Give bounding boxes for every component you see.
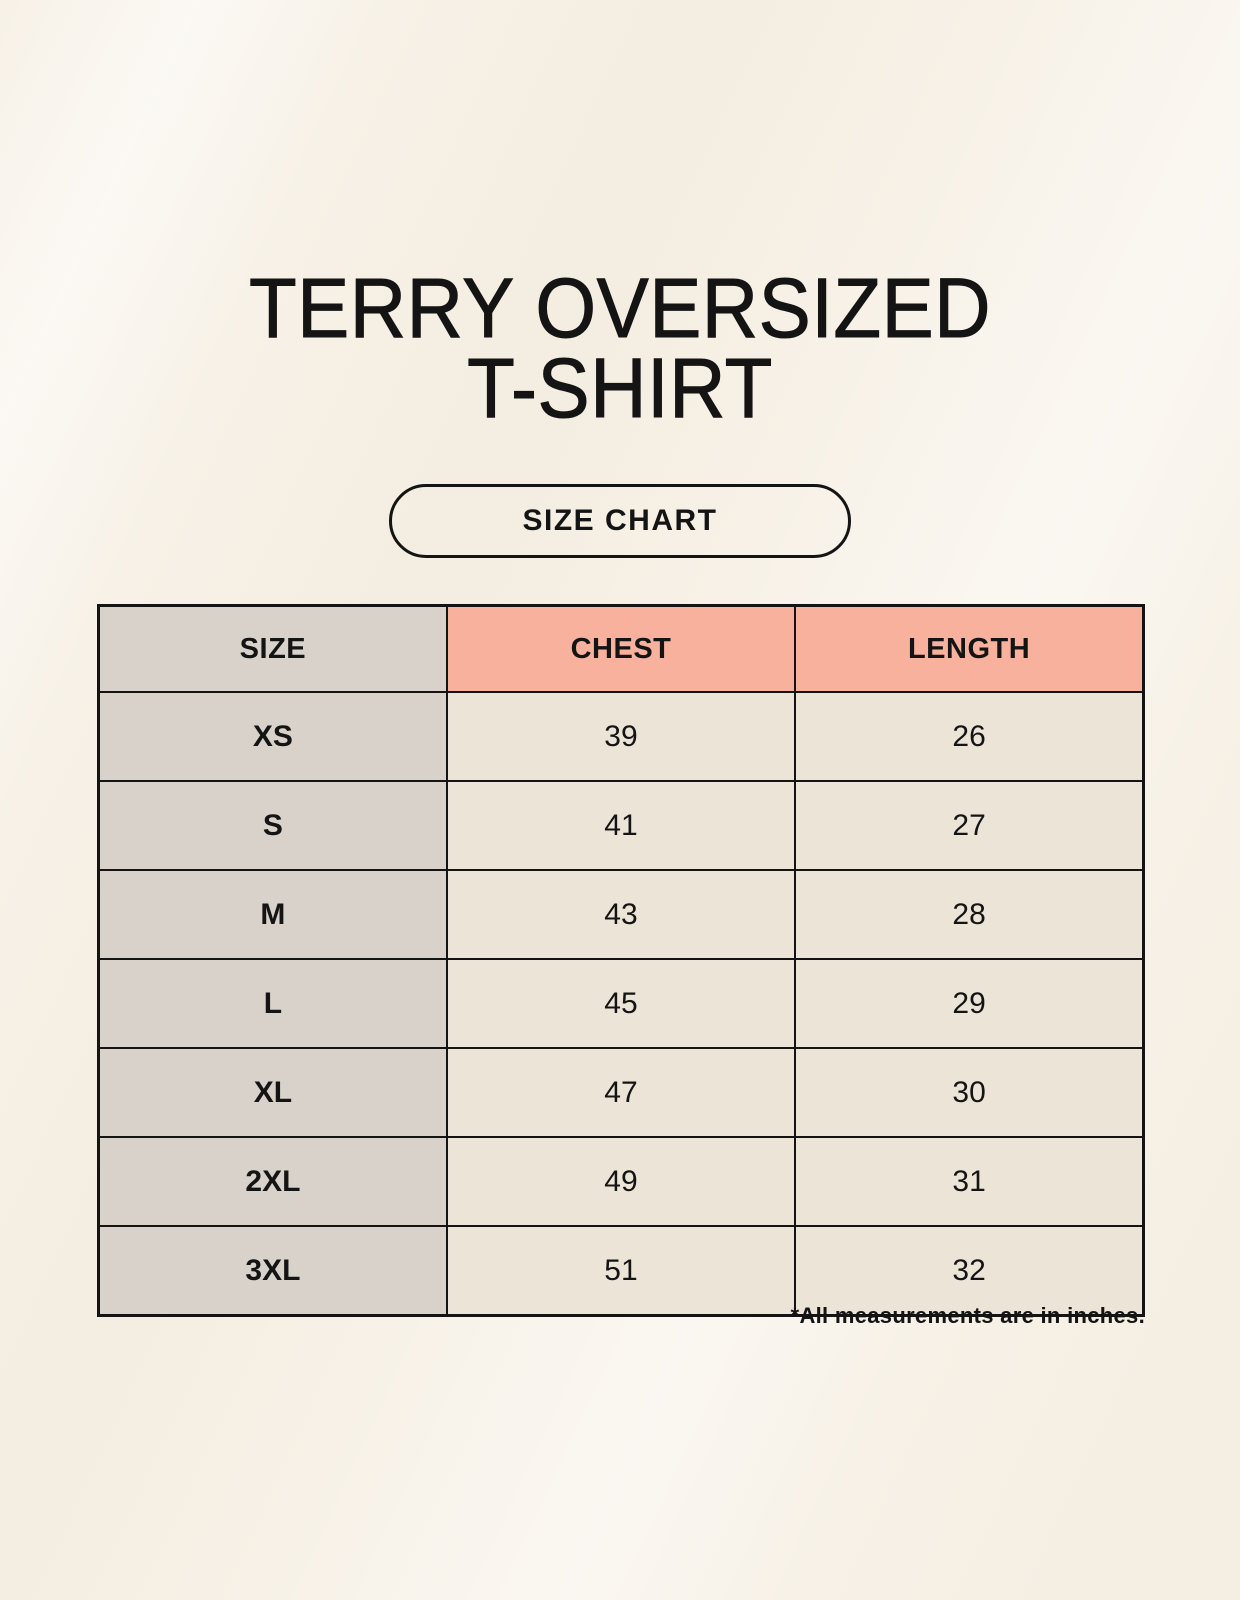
column-header-size: SIZE — [97, 604, 448, 693]
column-header-length: LENGTH — [794, 604, 1145, 693]
chest-cell: 39 — [445, 691, 797, 782]
chest-cell: 47 — [445, 1047, 797, 1138]
table-row: XL 47 30 — [97, 1047, 1145, 1138]
table-row: XS 39 26 — [97, 691, 1145, 782]
table-row: L 45 29 — [97, 958, 1145, 1049]
page-title: TERRY OVERSIZED T-SHIRT — [43, 261, 1196, 435]
size-chart-table: SIZE CHEST LENGTH XS 39 26 S 41 27 M 43 … — [97, 604, 1145, 1317]
size-cell: M — [97, 869, 448, 960]
chest-cell: 49 — [445, 1136, 797, 1227]
chest-cell: 43 — [445, 869, 797, 960]
table-header-row: SIZE CHEST LENGTH — [97, 604, 1145, 693]
length-cell: 32 — [794, 1225, 1145, 1317]
page-title-line1: TERRY OVERSIZED — [248, 261, 992, 355]
length-cell: 31 — [794, 1136, 1145, 1227]
table-row: M 43 28 — [97, 869, 1145, 960]
column-header-chest: CHEST — [445, 604, 797, 693]
length-cell: 27 — [794, 780, 1145, 871]
chest-cell: 41 — [445, 780, 797, 871]
page-title-line2: T-SHIRT — [467, 341, 773, 435]
measurements-footnote: *All measurements are in inches. — [790, 1303, 1145, 1328]
size-cell: S — [97, 780, 448, 871]
table-row: 3XL 51 32 — [97, 1225, 1145, 1317]
size-cell: 3XL — [97, 1225, 448, 1317]
size-cell: XS — [97, 691, 448, 782]
size-cell: L — [97, 958, 448, 1049]
size-chart-button[interactable]: SIZE CHART — [389, 484, 851, 558]
length-cell: 30 — [794, 1047, 1145, 1138]
length-cell: 29 — [794, 958, 1145, 1049]
table-row: 2XL 49 31 — [97, 1136, 1145, 1227]
table-row: S 41 27 — [97, 780, 1145, 871]
size-chart-button-label: SIZE CHART — [522, 504, 718, 537]
chest-cell: 45 — [445, 958, 797, 1049]
length-cell: 28 — [794, 869, 1145, 960]
size-cell: 2XL — [97, 1136, 448, 1227]
chest-cell: 51 — [445, 1225, 797, 1317]
length-cell: 26 — [794, 691, 1145, 782]
size-cell: XL — [97, 1047, 448, 1138]
